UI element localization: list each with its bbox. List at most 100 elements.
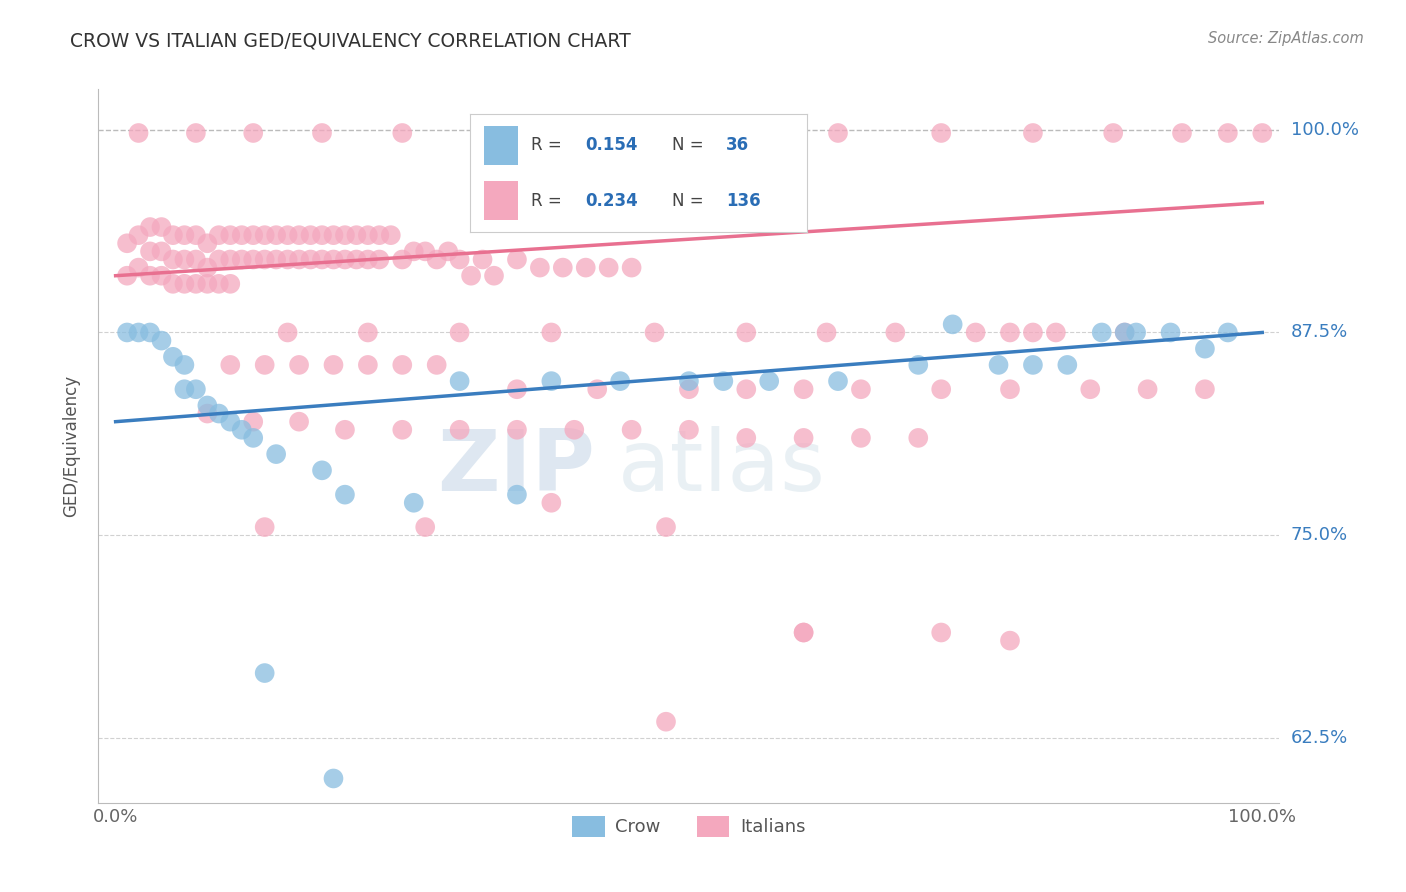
- Italians: [288, 415, 311, 429]
- Italians: [620, 260, 643, 275]
- Italians: [184, 277, 207, 291]
- Italians: [540, 326, 562, 340]
- Italians: [929, 126, 952, 140]
- Italians: [849, 431, 872, 445]
- Italians: [449, 252, 471, 267]
- Italians: [426, 358, 449, 372]
- Italians: [357, 252, 380, 267]
- Italians: [1251, 126, 1274, 140]
- Italians: [368, 252, 391, 267]
- Crow: [115, 326, 138, 340]
- Italians: [173, 277, 195, 291]
- Italians: [253, 520, 276, 534]
- Italians: [264, 252, 287, 267]
- Crow: [128, 326, 150, 340]
- Italians: [678, 382, 700, 396]
- Italians: [277, 252, 299, 267]
- Italians: [1078, 382, 1101, 396]
- Italians: [195, 277, 218, 291]
- Italians: [815, 326, 838, 340]
- Crow: [259, 877, 281, 891]
- Italians: [907, 431, 929, 445]
- Italians: [449, 326, 471, 340]
- Italians: [277, 326, 299, 340]
- Italians: [482, 126, 505, 140]
- Italians: [529, 260, 551, 275]
- Italians: [184, 126, 207, 140]
- Italians: [139, 244, 162, 259]
- Italians: [242, 252, 264, 267]
- Italians: [288, 358, 311, 372]
- Italians: [929, 382, 952, 396]
- Italians: [277, 228, 299, 243]
- Italians: [1022, 126, 1045, 140]
- Italians: [231, 252, 253, 267]
- Crow: [1194, 342, 1216, 356]
- Crow: [1114, 326, 1136, 340]
- Italians: [575, 260, 598, 275]
- Italians: [333, 252, 356, 267]
- Crow: [678, 374, 700, 388]
- Crow: [195, 399, 218, 413]
- Italians: [195, 236, 218, 251]
- Text: atlas: atlas: [619, 425, 827, 509]
- Italians: [1216, 126, 1239, 140]
- Crow: [139, 326, 162, 340]
- Italians: [344, 252, 367, 267]
- Italians: [288, 228, 311, 243]
- Text: ZIP: ZIP: [437, 425, 595, 509]
- Italians: [162, 228, 184, 243]
- Italians: [402, 244, 425, 259]
- Crow: [907, 358, 929, 372]
- Italians: [333, 228, 356, 243]
- Italians: [150, 220, 173, 235]
- Italians: [849, 382, 872, 396]
- Italians: [586, 382, 609, 396]
- Crow: [942, 318, 965, 332]
- Italians: [344, 228, 367, 243]
- Crow: [540, 374, 562, 388]
- Crow: [827, 374, 849, 388]
- Italians: [998, 326, 1021, 340]
- Italians: [598, 260, 620, 275]
- Italians: [208, 252, 231, 267]
- Italians: [426, 252, 449, 267]
- Italians: [128, 260, 150, 275]
- Italians: [413, 244, 436, 259]
- Italians: [162, 277, 184, 291]
- Italians: [391, 252, 413, 267]
- Crow: [1216, 326, 1239, 340]
- Italians: [231, 228, 253, 243]
- Italians: [793, 625, 815, 640]
- Text: Source: ZipAtlas.com: Source: ZipAtlas.com: [1208, 31, 1364, 46]
- Y-axis label: GED/Equivalency: GED/Equivalency: [62, 375, 80, 517]
- Italians: [793, 382, 815, 396]
- Crow: [253, 666, 276, 681]
- Crow: [449, 374, 471, 388]
- Italians: [586, 126, 609, 140]
- Italians: [827, 126, 849, 140]
- Italians: [735, 431, 758, 445]
- Text: 75.0%: 75.0%: [1291, 526, 1348, 544]
- Italians: [540, 496, 562, 510]
- Italians: [322, 228, 344, 243]
- Italians: [219, 358, 242, 372]
- Italians: [437, 244, 460, 259]
- Italians: [150, 244, 173, 259]
- Italians: [700, 126, 723, 140]
- Italians: [1114, 326, 1136, 340]
- Italians: [184, 252, 207, 267]
- Italians: [264, 228, 287, 243]
- Crow: [1091, 326, 1114, 340]
- Italians: [793, 431, 815, 445]
- Italians: [208, 228, 231, 243]
- Italians: [391, 126, 413, 140]
- Italians: [1102, 126, 1125, 140]
- Italians: [195, 260, 218, 275]
- Italians: [162, 252, 184, 267]
- Crow: [231, 423, 253, 437]
- Italians: [139, 268, 162, 283]
- Italians: [311, 228, 333, 243]
- Text: 87.5%: 87.5%: [1291, 324, 1348, 342]
- Crow: [173, 358, 195, 372]
